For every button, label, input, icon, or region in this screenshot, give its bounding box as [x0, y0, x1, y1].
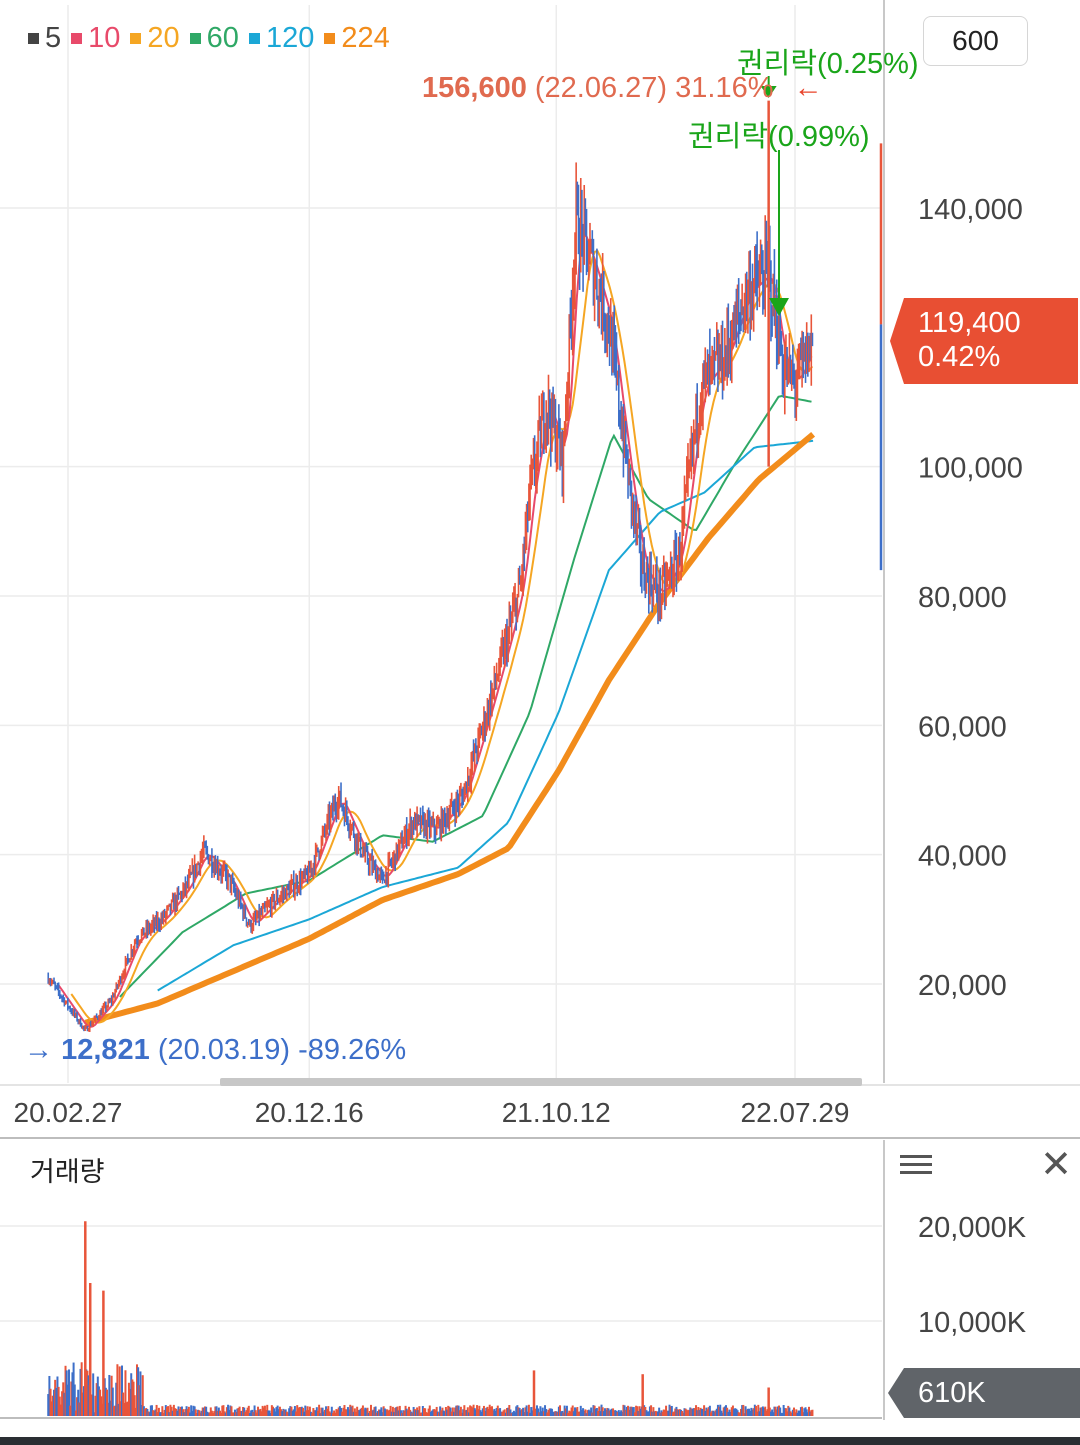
current-volume: 610K [918, 1377, 986, 1409]
current-price: 119,400 [918, 307, 1021, 339]
y-tick-label: 100,000 [918, 453, 1023, 485]
ma-legend: 5 10 20 60 120 224 [28, 16, 400, 60]
legend-ma20[interactable]: 20 [130, 22, 180, 55]
high-price: 156,600 [422, 72, 527, 104]
y-tick-label: 20,000 [918, 970, 1007, 1002]
legend-ma10[interactable]: 10 [71, 22, 120, 55]
vol-badge-shape [888, 1368, 1080, 1418]
legend-ma120[interactable]: 120 [248, 22, 314, 55]
low-date: (20.03.19) [157, 1034, 291, 1066]
legend-swatch [28, 32, 39, 44]
scrollbar-thumb [220, 1078, 862, 1086]
legend-swatch [189, 32, 201, 44]
x-tick-label: 22.07.29 [741, 1097, 850, 1128]
badge-shape [890, 298, 1078, 384]
rights-note-2: 권리락(0.99%) [688, 121, 870, 153]
rights-marker-arrow [760, 86, 777, 98]
current-change: 0.42% [918, 341, 1001, 373]
high-arrow-icon: ← [793, 72, 823, 104]
legend-swatch [248, 32, 260, 44]
rights-note-1: 권리락(0.25%) [737, 48, 919, 80]
low-price: 12,821 [61, 1034, 150, 1066]
high-pct: 31.16% [675, 72, 774, 104]
low-price-note: → 12,821 (20.03.19) -89.26% [24, 1034, 406, 1067]
legend-swatch [130, 32, 142, 44]
low-arrow-icon: → [24, 1034, 53, 1066]
y-tick-label: 140,000 [918, 194, 1023, 226]
ma-60-line [119, 394, 812, 998]
y-tick-label: 60,000 [918, 711, 1007, 743]
volume-panel-title: 거래량 [30, 1157, 105, 1188]
close-icon[interactable]: ✕ [1040, 1142, 1072, 1186]
high-price-note: 156,600 (22.06.27) 31.16% ← [422, 72, 823, 105]
menu-icon[interactable] [900, 1150, 932, 1178]
current-price-badge: 119,400 0.42% [890, 298, 1078, 384]
period-button[interactable]: 600 [923, 16, 1028, 66]
volume-tick-label: 10,000K [918, 1307, 1027, 1339]
bottom-bar [0, 1437, 1080, 1445]
low-pct: -89.26% [298, 1034, 407, 1066]
volume-tick-label: 20,000K [918, 1212, 1027, 1244]
ma-120-line [157, 439, 814, 992]
x-tick-label: 20.02.27 [14, 1097, 123, 1128]
x-tick-label: 21.10.12 [502, 1097, 611, 1128]
ma-224-line [84, 432, 816, 1026]
legend-ma5[interactable]: 5 [28, 22, 61, 55]
legend-swatch [71, 32, 83, 44]
legend-swatch [324, 32, 336, 44]
ma-20-line [70, 249, 814, 1024]
legend-ma224[interactable]: 224 [324, 22, 390, 55]
legend-ma60[interactable]: 60 [189, 22, 239, 55]
current-volume-badge: 610K [888, 1368, 1080, 1418]
high-date: (22.06.27) [534, 72, 668, 104]
rights-marker-arrow [769, 298, 789, 316]
x-tick-label: 20.12.16 [255, 1097, 364, 1128]
y-tick-label: 40,000 [918, 841, 1007, 873]
y-tick-label: 80,000 [918, 582, 1007, 614]
